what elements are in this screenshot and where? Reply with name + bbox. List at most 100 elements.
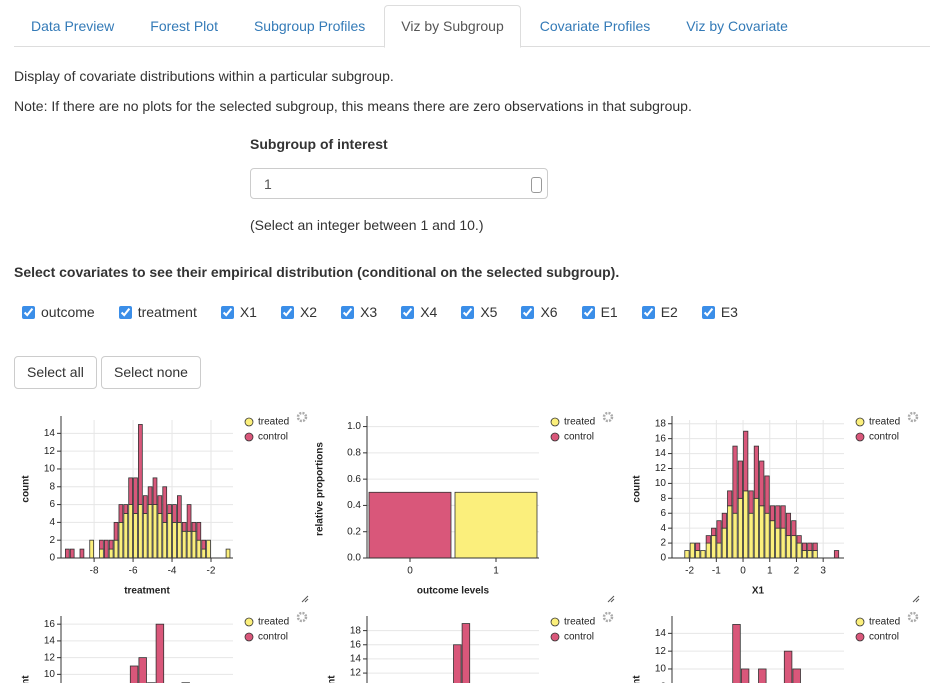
histogram-bar — [792, 668, 801, 683]
histogram-bar — [727, 505, 733, 559]
tab[interactable]: Covariate Profiles — [539, 18, 651, 34]
histogram-bar — [775, 505, 781, 529]
y-tick-label: 18 — [350, 625, 362, 636]
histogram-bar — [128, 504, 133, 559]
select-all-button[interactable]: Select all — [14, 356, 97, 389]
checkbox-label: X6 — [540, 304, 558, 320]
bar — [368, 491, 452, 559]
input-label: Subgroup of interest — [250, 136, 388, 152]
histogram-bar — [129, 665, 139, 683]
histogram-bar — [186, 504, 192, 532]
settings-icon[interactable] — [296, 411, 308, 423]
histogram-bar — [177, 521, 182, 559]
y-tick-label: 8 — [660, 681, 666, 683]
checkbox[interactable] — [118, 305, 132, 319]
tab[interactable]: Forest Plot — [150, 18, 218, 34]
histogram-bar — [791, 520, 797, 537]
histogram-bar — [727, 490, 733, 507]
y-tick-label: 6 — [660, 508, 666, 519]
tab[interactable]: Subgroup Profiles — [253, 18, 366, 34]
bar — [454, 491, 538, 559]
y-axis-label: count — [327, 675, 338, 683]
spinner[interactable] — [531, 177, 542, 193]
settings-icon[interactable] — [296, 611, 308, 623]
input-value: 1 — [264, 176, 272, 192]
checkbox[interactable] — [280, 305, 294, 319]
checkbox-item: E2 — [641, 304, 678, 320]
legend-swatch — [550, 617, 560, 627]
histogram-bar — [162, 521, 168, 559]
resize-handle — [607, 595, 615, 603]
histogram-bar — [177, 495, 182, 523]
number-input[interactable]: 1 — [250, 168, 548, 199]
checkbox[interactable] — [341, 305, 355, 319]
legend-swatch — [550, 417, 560, 427]
y-tick-label: 6 — [49, 499, 55, 510]
tab[interactable]: Viz by Covariate — [686, 18, 788, 34]
checkbox-label: outcome — [41, 304, 95, 320]
checkbox[interactable] — [401, 305, 415, 319]
x-axis-label: treatment — [124, 586, 170, 597]
histogram-bar — [737, 497, 743, 559]
legend-swatch — [550, 632, 560, 642]
y-tick-label: 10 — [44, 669, 56, 680]
histogram-bar — [700, 550, 706, 559]
histogram-bar — [118, 521, 124, 559]
legend-label: treated — [564, 617, 595, 628]
histogram-bar — [775, 527, 781, 559]
histogram-bar — [461, 623, 471, 683]
x-tick-label: 2 — [794, 566, 800, 577]
histogram-bar — [201, 539, 207, 550]
checkbox[interactable] — [701, 305, 715, 319]
legend-swatch — [550, 432, 560, 442]
histogram-bar — [833, 550, 840, 559]
y-tick-label: 4 — [660, 523, 666, 534]
histogram-bar — [716, 520, 722, 544]
histogram-bar — [167, 513, 172, 559]
y-tick-label: 16 — [44, 619, 56, 630]
histogram-bar — [796, 535, 802, 544]
settings-icon[interactable] — [907, 611, 919, 623]
histogram-bar — [764, 512, 770, 559]
y-tick-label: 1.0 — [347, 421, 361, 432]
x-axis-label: X1 — [752, 586, 765, 597]
settings-icon[interactable] — [907, 411, 919, 423]
y-tick-label: 0 — [49, 553, 55, 564]
checkbox[interactable] — [461, 305, 475, 319]
y-tick-label: 0.2 — [347, 526, 361, 537]
checkbox[interactable] — [641, 305, 655, 319]
checkbox[interactable] — [220, 305, 234, 319]
legend-label: control — [869, 432, 899, 443]
histogram-bar — [753, 445, 759, 499]
checkbox[interactable] — [22, 305, 35, 319]
tab[interactable]: Viz by Subgroup — [384, 5, 521, 48]
settings-icon[interactable] — [602, 411, 614, 423]
y-tick-label: 14 — [44, 428, 56, 439]
x-tick-label: -2 — [685, 566, 694, 577]
tab[interactable]: Data Preview — [31, 18, 115, 34]
settings-icon[interactable] — [602, 611, 614, 623]
y-axis-label: count — [632, 675, 643, 683]
checkbox[interactable] — [521, 305, 535, 319]
histogram-bar — [147, 504, 153, 559]
select-none-button[interactable]: Select none — [101, 356, 201, 389]
checkbox-label: treatment — [137, 304, 197, 320]
histogram-bar — [181, 521, 187, 532]
legend-swatch — [244, 432, 254, 442]
y-tick-label: 14 — [655, 448, 667, 459]
histogram-bar — [721, 512, 727, 529]
y-tick-label: 2 — [660, 538, 666, 549]
y-axis-label: count — [21, 475, 32, 503]
histogram-bar — [186, 530, 192, 559]
histogram-bar — [142, 495, 148, 514]
histogram-bar — [812, 550, 818, 559]
y-axis-label: count — [21, 675, 32, 683]
histogram-bar — [133, 477, 138, 514]
y-tick-label: 14 — [350, 654, 362, 665]
checkbox[interactable] — [581, 305, 595, 319]
legend-label: control — [564, 632, 594, 643]
histogram-bar — [695, 550, 701, 559]
checkbox-item: E3 — [701, 304, 738, 320]
histogram-bar — [689, 542, 695, 559]
